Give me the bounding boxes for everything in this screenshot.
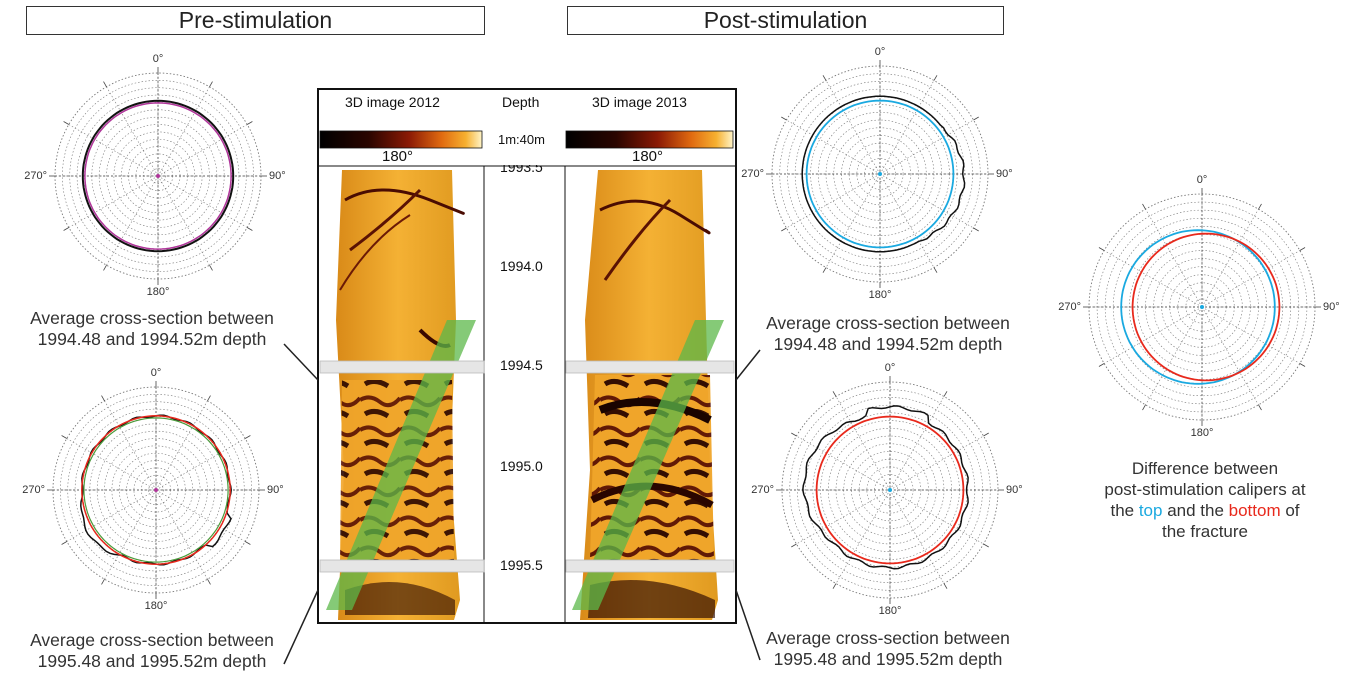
difference-top-word: top: [1138, 501, 1163, 520]
polar-pre-bottom-label-top: 0°: [150, 367, 162, 379]
polar-pre-top-label-bottom: 180°: [146, 286, 170, 298]
depth-tick-1994-5: 1994.5: [500, 357, 543, 373]
right-image-title: 3D image 2013: [592, 94, 687, 110]
depth-tick-1995-0: 1995.0: [500, 458, 543, 474]
polar-pre-bottom-label-bottom: 180°: [144, 600, 168, 612]
difference-the-prefix: the: [1110, 501, 1139, 520]
polar-plot-post-top: [766, 60, 994, 288]
borehole-image-2013: [580, 170, 718, 620]
difference-line-3: the top and the bottom of: [1060, 500, 1349, 521]
polar-plot-difference: [1083, 188, 1321, 426]
polar-post-top-label-bottom: 180°: [868, 289, 892, 301]
polar-post-bottom-label-left: 270°: [751, 484, 774, 496]
polar-pre-top-label-left: 270°: [24, 170, 47, 182]
depth-band-upper-left: [319, 360, 485, 374]
polar-plot-pre-bottom: [47, 381, 265, 599]
caption-post-top: Average cross-section between 1994.48 an…: [766, 313, 1010, 354]
difference-line-2: post-stimulation calipers at: [1104, 480, 1306, 499]
caption-post-bottom: Average cross-section between 1995.48 an…: [766, 628, 1010, 669]
depth-tick-1995-5: 1995.5: [500, 557, 543, 573]
fracture-plane-2013: [572, 320, 724, 610]
colorbar-2013: [565, 130, 734, 149]
depth-band-lower-left: [319, 559, 485, 573]
polar-pre-bottom-label-left: 270°: [22, 484, 45, 496]
difference-of-suffix: of: [1280, 501, 1300, 520]
difference-and-the: and the: [1162, 501, 1229, 520]
fracture-plane-2012: [326, 320, 476, 610]
polar-plot-post-bottom: [776, 376, 1004, 604]
depth-tick-1993-5: 1993.5: [500, 159, 543, 175]
difference-caption: Difference between post-stimulation cali…: [1060, 458, 1349, 542]
polar-difference-label-right: 90°: [1323, 301, 1340, 313]
polar-post-top-label-top: 0°: [874, 46, 886, 58]
polar-post-bottom-label-top: 0°: [884, 362, 896, 374]
caption-pre-top: Average cross-section between 1994.48 an…: [30, 308, 274, 349]
difference-line-4: the fracture: [1162, 522, 1248, 541]
difference-line-1: Difference between: [1131, 459, 1279, 478]
depth-band-upper-right: [565, 360, 735, 374]
depth-band-lower-right: [565, 559, 735, 573]
right-azimuth-label: 180°: [632, 148, 664, 165]
polar-post-bottom-label-bottom: 180°: [878, 605, 902, 617]
polar-post-bottom-label-right: 90°: [1006, 484, 1023, 496]
polar-difference-label-top: 0°: [1196, 174, 1208, 186]
difference-bottom-word: bottom: [1228, 501, 1281, 520]
colorbar-2012: [319, 130, 483, 149]
polar-difference-label-bottom: 180°: [1190, 427, 1214, 439]
polar-pre-bottom-label-right: 90°: [267, 484, 284, 496]
polar-post-top-label-right: 90°: [996, 168, 1013, 180]
polar-pre-top-label-top: 0°: [152, 53, 164, 65]
caption-connectors: [283, 343, 761, 665]
scale-label: 1m:40m: [498, 132, 545, 147]
depth-tick-1994-0: 1994.0: [500, 258, 543, 274]
polar-plot-pre-top: [49, 67, 267, 285]
depth-title: Depth: [502, 94, 540, 110]
polar-pre-top-label-right: 90°: [269, 170, 286, 182]
caption-pre-bottom: Average cross-section between 1995.48 an…: [30, 630, 274, 671]
image-panel: [317, 88, 737, 624]
left-azimuth-label: 180°: [382, 148, 414, 165]
left-image-title: 3D image 2012: [345, 94, 440, 110]
pre-stimulation-header: Pre-stimulation: [26, 6, 485, 35]
post-stimulation-header: Post-stimulation: [567, 6, 1004, 35]
polar-post-top-label-left: 270°: [741, 168, 764, 180]
polar-difference-label-left: 270°: [1058, 301, 1081, 313]
